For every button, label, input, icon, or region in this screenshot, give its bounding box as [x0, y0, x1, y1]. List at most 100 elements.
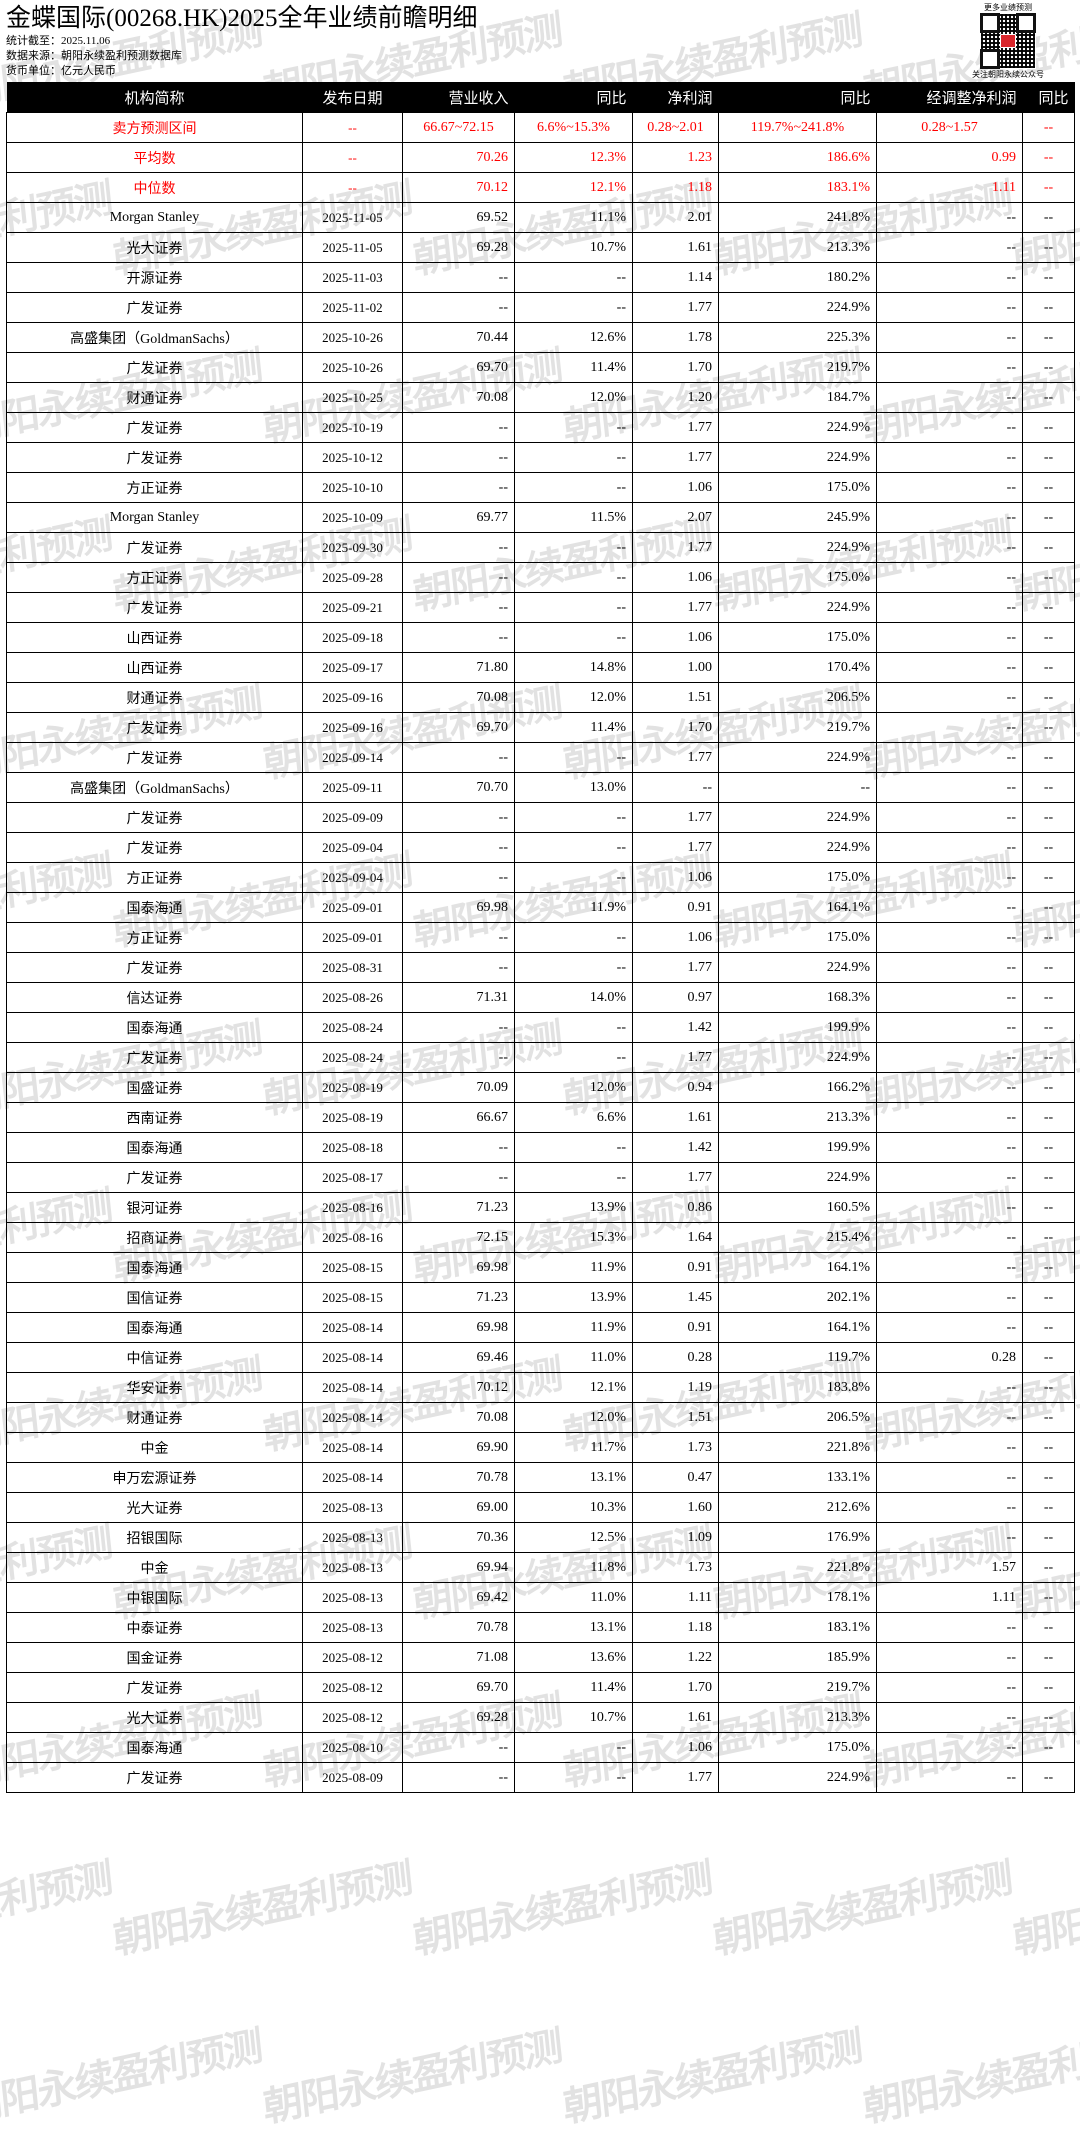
- table-row[interactable]: 中泰证券 2025-08-13 70.78 13.1% 1.18 183.1% -- --: [6, 1612, 1075, 1643]
- cell-net-profit: 1.77: [632, 412, 719, 443]
- cell-revenue-yoy: --: [514, 1162, 633, 1193]
- cell-adj-net-profit: --: [876, 1282, 1023, 1313]
- cell-net-profit-yoy: 175.0%: [718, 472, 877, 503]
- col-header-net-profit[interactable]: 净利润: [632, 82, 719, 113]
- cell-date: 2025-08-18: [302, 1132, 403, 1163]
- table-row[interactable]: 国泰海通 2025-08-24 -- -- 1.42 199.9% -- --: [6, 1012, 1075, 1043]
- table-row[interactable]: 招商证券 2025-08-16 72.15 15.3% 1.64 215.4% -- --: [6, 1222, 1075, 1253]
- cell-net-profit-yoy: 212.6%: [718, 1492, 877, 1523]
- cell-date: 2025-08-19: [302, 1102, 403, 1133]
- cell-revenue: --: [402, 1762, 515, 1793]
- cell-net-profit: 1.60: [632, 1492, 719, 1523]
- table-row[interactable]: 国泰海通 2025-09-01 69.98 11.9% 0.91 164.1% -- --: [6, 892, 1075, 923]
- cell-date: 2025-09-14: [302, 742, 403, 773]
- table-row[interactable]: 广发证券 2025-09-16 69.70 11.4% 1.70 219.7% -- --: [6, 712, 1075, 743]
- cell-revenue: 69.70: [402, 1672, 515, 1703]
- cell-adj-yoy: --: [1022, 742, 1075, 773]
- table-row[interactable]: 高盛集团（GoldmanSachs） 2025-09-11 70.70 13.0% --…: [6, 772, 1075, 803]
- table-row[interactable]: 信达证券 2025-08-26 71.31 14.0% 0.97 168.3% -- --: [6, 982, 1075, 1013]
- cell-adj-net-profit: --: [876, 832, 1023, 863]
- cell-revenue-yoy: --: [514, 952, 633, 983]
- table-row[interactable]: 广发证券 2025-08-17 -- -- 1.77 224.9% -- --: [6, 1162, 1075, 1193]
- table-row[interactable]: 卖方预测区间 -- 66.67~72.15 6.6%~15.3% 0.28~2.01 11…: [6, 112, 1075, 143]
- col-header-date[interactable]: 发布日期: [302, 82, 403, 113]
- table-row[interactable]: Morgan Stanley 2025-11-05 69.52 11.1% 2.01 24…: [6, 202, 1075, 233]
- table-row[interactable]: 广发证券 2025-11-02 -- -- 1.77 224.9% -- --: [6, 292, 1075, 323]
- cell-net-profit: 1.77: [632, 802, 719, 833]
- cell-revenue: 69.52: [402, 202, 515, 233]
- cell-net-profit-yoy: 199.9%: [718, 1132, 877, 1163]
- table-row[interactable]: 中位数 -- 70.12 12.1% 1.18 183.1% 1.11 --: [6, 172, 1075, 203]
- cell-date: 2025-09-01: [302, 922, 403, 953]
- table-row[interactable]: 广发证券 2025-09-30 -- -- 1.77 224.9% -- --: [6, 532, 1075, 563]
- table-row[interactable]: Morgan Stanley 2025-10-09 69.77 11.5% 2.07 24…: [6, 502, 1075, 533]
- cell-adj-yoy: --: [1022, 892, 1075, 923]
- table-row[interactable]: 招银国际 2025-08-13 70.36 12.5% 1.09 176.9% -- --: [6, 1522, 1075, 1553]
- table-row[interactable]: 国泰海通 2025-08-18 -- -- 1.42 199.9% -- --: [6, 1132, 1075, 1163]
- table-row[interactable]: 西南证券 2025-08-19 66.67 6.6% 1.61 213.3% -- --: [6, 1102, 1075, 1133]
- table-row[interactable]: 广发证券 2025-09-09 -- -- 1.77 224.9% -- --: [6, 802, 1075, 833]
- col-header-adj-yoy[interactable]: 同比: [1022, 82, 1075, 113]
- table-row[interactable]: 国信证券 2025-08-15 71.23 13.9% 1.45 202.1% -- --: [6, 1282, 1075, 1313]
- table-row[interactable]: 广发证券 2025-09-04 -- -- 1.77 224.9% -- --: [6, 832, 1075, 863]
- table-row[interactable]: 国盛证券 2025-08-19 70.09 12.0% 0.94 166.2% -- --: [6, 1072, 1075, 1103]
- cell-date: 2025-08-31: [302, 952, 403, 983]
- col-header-net-profit-yoy[interactable]: 同比: [718, 82, 877, 113]
- table-row[interactable]: 中金 2025-08-13 69.94 11.8% 1.73 221.8% 1.57 --: [6, 1552, 1075, 1583]
- cell-org: 银河证券: [6, 1192, 303, 1223]
- table-row[interactable]: 开源证券 2025-11-03 -- -- 1.14 180.2% -- --: [6, 262, 1075, 293]
- col-header-revenue-yoy[interactable]: 同比: [514, 82, 633, 113]
- table-row[interactable]: 广发证券 2025-10-19 -- -- 1.77 224.9% -- --: [6, 412, 1075, 443]
- cell-date: 2025-09-17: [302, 652, 403, 683]
- cell-revenue: 69.90: [402, 1432, 515, 1463]
- table-row[interactable]: 申万宏源证券 2025-08-14 70.78 13.1% 0.47 133.1% -- --: [6, 1462, 1075, 1493]
- table-row[interactable]: 广发证券 2025-08-12 69.70 11.4% 1.70 219.7% -- --: [6, 1672, 1075, 1703]
- table-row[interactable]: 国泰海通 2025-08-14 69.98 11.9% 0.91 164.1% -- --: [6, 1312, 1075, 1343]
- table-row[interactable]: 方正证券 2025-10-10 -- -- 1.06 175.0% -- --: [6, 472, 1075, 503]
- table-row[interactable]: 广发证券 2025-09-14 -- -- 1.77 224.9% -- --: [6, 742, 1075, 773]
- table-row[interactable]: 中银国际 2025-08-13 69.42 11.0% 1.11 178.1% 1.11 --: [6, 1582, 1075, 1613]
- col-header-adj-net-profit[interactable]: 经调整净利润: [876, 82, 1023, 113]
- cell-revenue: 71.31: [402, 982, 515, 1013]
- cell-revenue: 69.46: [402, 1342, 515, 1373]
- table-row[interactable]: 国泰海通 2025-08-10 -- -- 1.06 175.0% -- --: [6, 1732, 1075, 1763]
- table-row[interactable]: 广发证券 2025-10-12 -- -- 1.77 224.9% -- --: [6, 442, 1075, 473]
- table-row[interactable]: 广发证券 2025-09-21 -- -- 1.77 224.9% -- --: [6, 592, 1075, 623]
- cell-org: 广发证券: [6, 832, 303, 863]
- table-row[interactable]: 光大证券 2025-08-12 69.28 10.7% 1.61 213.3% -- --: [6, 1702, 1075, 1733]
- table-row[interactable]: 中信证券 2025-08-14 69.46 11.0% 0.28 119.7% 0.28 --: [6, 1342, 1075, 1373]
- table-row[interactable]: 方正证券 2025-09-28 -- -- 1.06 175.0% -- --: [6, 562, 1075, 593]
- table-row[interactable]: 光大证券 2025-08-13 69.00 10.3% 1.60 212.6% -- --: [6, 1492, 1075, 1523]
- table-row[interactable]: 平均数 -- 70.26 12.3% 1.23 186.6% 0.99 --: [6, 142, 1075, 173]
- table-row[interactable]: 山西证券 2025-09-17 71.80 14.8% 1.00 170.4% -- --: [6, 652, 1075, 683]
- cell-revenue-yoy: 12.0%: [514, 382, 633, 413]
- table-row[interactable]: 方正证券 2025-09-04 -- -- 1.06 175.0% -- --: [6, 862, 1075, 893]
- table-row[interactable]: 山西证券 2025-09-18 -- -- 1.06 175.0% -- --: [6, 622, 1075, 653]
- table-row[interactable]: 高盛集团（GoldmanSachs） 2025-10-26 70.44 12.6% 1.…: [6, 322, 1075, 353]
- table-row[interactable]: 财通证券 2025-10-25 70.08 12.0% 1.20 184.7% -- --: [6, 382, 1075, 413]
- table-row[interactable]: 财通证券 2025-08-14 70.08 12.0% 1.51 206.5% -- --: [6, 1402, 1075, 1433]
- cell-adj-net-profit: --: [876, 262, 1023, 293]
- qr-code-icon[interactable]: [980, 13, 1036, 69]
- cell-revenue: 70.12: [402, 172, 515, 203]
- col-header-revenue[interactable]: 营业收入: [402, 82, 515, 113]
- cell-net-profit: 1.70: [632, 712, 719, 743]
- col-header-org[interactable]: 机构简称: [6, 82, 303, 113]
- table-row[interactable]: 财通证券 2025-09-16 70.08 12.0% 1.51 206.5% -- --: [6, 682, 1075, 713]
- table-row[interactable]: 方正证券 2025-09-01 -- -- 1.06 175.0% -- --: [6, 922, 1075, 953]
- table-row[interactable]: 华安证券 2025-08-14 70.12 12.1% 1.19 183.8% -- --: [6, 1372, 1075, 1403]
- table-row[interactable]: 广发证券 2025-10-26 69.70 11.4% 1.70 219.7% -- --: [6, 352, 1075, 383]
- cell-net-profit-yoy: 221.8%: [718, 1552, 877, 1583]
- table-row[interactable]: 广发证券 2025-08-09 -- -- 1.77 224.9% -- --: [6, 1762, 1075, 1793]
- cell-revenue-yoy: 13.0%: [514, 772, 633, 803]
- table-row[interactable]: 广发证券 2025-08-24 -- -- 1.77 224.9% -- --: [6, 1042, 1075, 1073]
- table-row[interactable]: 国泰海通 2025-08-15 69.98 11.9% 0.91 164.1% -- --: [6, 1252, 1075, 1283]
- cell-revenue: --: [402, 1162, 515, 1193]
- cell-net-profit-yoy: 224.9%: [718, 1042, 877, 1073]
- table-row[interactable]: 银河证券 2025-08-16 71.23 13.9% 0.86 160.5% -- --: [6, 1192, 1075, 1223]
- table-row[interactable]: 国金证券 2025-08-12 71.08 13.6% 1.22 185.9% -- --: [6, 1642, 1075, 1673]
- cell-org: 财通证券: [6, 382, 303, 413]
- table-row[interactable]: 广发证券 2025-08-31 -- -- 1.77 224.9% -- --: [6, 952, 1075, 983]
- table-row[interactable]: 中金 2025-08-14 69.90 11.7% 1.73 221.8% -- --: [6, 1432, 1075, 1463]
- table-row[interactable]: 光大证券 2025-11-05 69.28 10.7% 1.61 213.3% -- --: [6, 232, 1075, 263]
